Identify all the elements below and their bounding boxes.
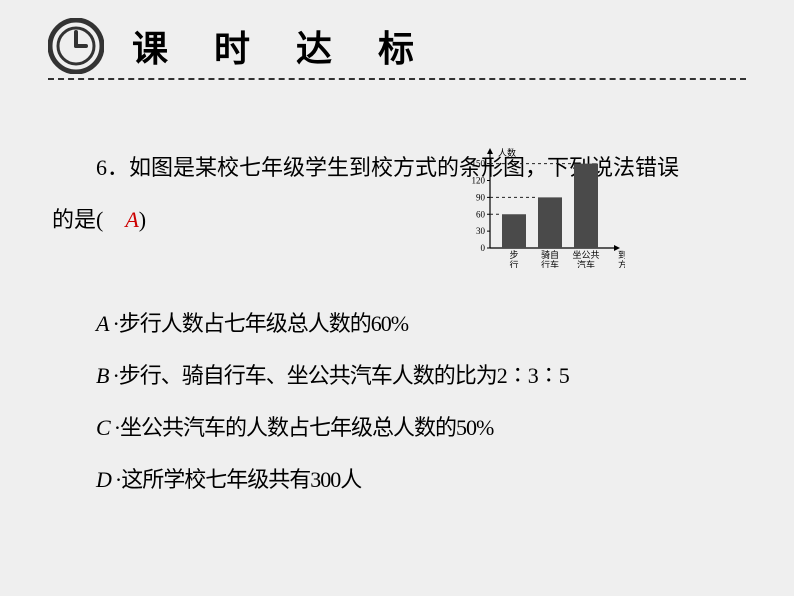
answer-letter: A: [125, 207, 138, 232]
close-paren: ): [139, 207, 146, 232]
option-d-label: D: [96, 467, 111, 492]
option-a-label: A: [96, 311, 108, 336]
option-a-text: 步行人数占七年级总人数的60%: [119, 311, 408, 336]
svg-text:0: 0: [481, 243, 486, 253]
svg-text:方式: 方式: [618, 259, 625, 268]
spacer: [52, 246, 742, 298]
question-stem-line2: 的是( A): [52, 194, 742, 246]
svg-text:150: 150: [472, 159, 486, 169]
option-c-label: C: [96, 415, 110, 440]
svg-text:120: 120: [472, 176, 486, 186]
svg-text:到校: 到校: [618, 249, 625, 260]
svg-text:行: 行: [509, 259, 518, 268]
option-b-label: B: [96, 363, 108, 388]
question-number: 6．: [96, 155, 129, 180]
option-b-text: 步行、骑自行车、坐公共汽车人数的比为2∶3∶5: [119, 363, 569, 388]
svg-text:汽车: 汽车: [577, 259, 595, 268]
section-title: 课 时 达 标: [132, 20, 432, 72]
svg-text:人数: 人数: [498, 148, 516, 158]
svg-text:30: 30: [476, 226, 486, 236]
option-b: B·步行、骑自行车、坐公共汽车人数的比为2∶3∶5: [52, 350, 742, 402]
clock-icon: [48, 18, 104, 74]
svg-text:坐公共: 坐公共: [572, 250, 599, 260]
svg-text:行车: 行车: [541, 259, 559, 268]
option-d-text: 这所学校七年级共有300人: [121, 467, 361, 492]
section-header: 课 时 达 标: [48, 18, 746, 74]
stem-text-2: 的是(: [52, 207, 103, 232]
svg-text:骑自: 骑自: [541, 249, 559, 260]
bar-chart: 0 30 60 90 120 150 人数步行 骑自行车 坐公共汽车 到校方式: [460, 148, 625, 268]
svg-text:步: 步: [509, 250, 518, 260]
question-stem-line1: 6．如图是某校七年级学生到校方式的条形图，下列说法错误: [52, 142, 742, 194]
option-d: D·这所学校七年级共有300人: [52, 454, 742, 506]
option-a: A·步行人数占七年级总人数的60%: [52, 298, 742, 350]
question-block: 6．如图是某校七年级学生到校方式的条形图，下列说法错误 的是( A) A·步行人…: [52, 142, 742, 506]
svg-text:90: 90: [476, 192, 486, 202]
option-c: C·坐公共汽车的人数占七年级总人数的50%: [52, 402, 742, 454]
svg-text:60: 60: [476, 209, 486, 219]
option-c-text: 坐公共汽车的人数占七年级总人数的50%: [120, 415, 493, 440]
header-divider: [48, 78, 746, 80]
